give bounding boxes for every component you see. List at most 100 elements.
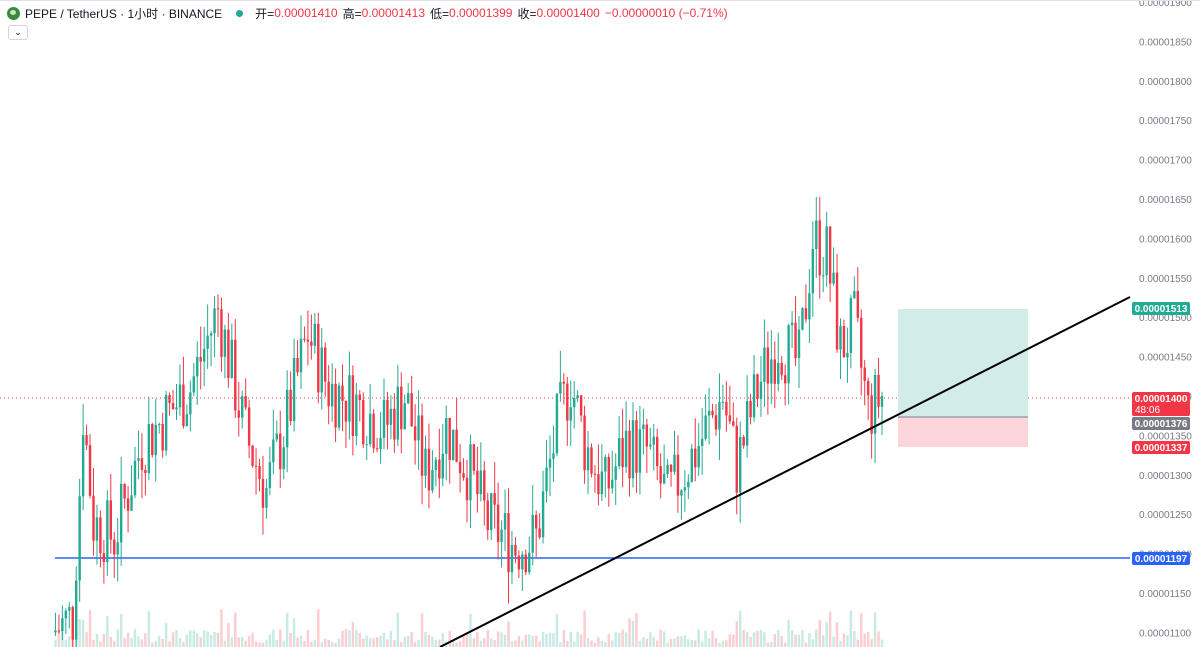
- candle: [676, 435, 680, 513]
- candle: [866, 377, 870, 420]
- volume-bar: [797, 634, 801, 647]
- volume-bar: [483, 638, 486, 647]
- candle: [223, 324, 227, 379]
- candle: [783, 364, 787, 406]
- candle: [151, 422, 154, 458]
- tag-stop-loss[interactable]: 0.00001337: [1132, 441, 1190, 454]
- loss-zone[interactable]: [898, 417, 1028, 447]
- candle: [310, 314, 313, 360]
- volume-bar: [770, 641, 773, 647]
- candle: [821, 256, 825, 293]
- volume-bar: [683, 635, 687, 647]
- tag-support[interactable]: 0.00001197: [1132, 552, 1190, 565]
- volume-bar: [254, 641, 258, 647]
- candle: [725, 381, 728, 432]
- candle: [797, 316, 801, 388]
- open-value: 0.00001410: [274, 6, 338, 20]
- trendline[interactable]: [439, 296, 1131, 647]
- candle: [600, 443, 604, 501]
- volume-bar: [292, 618, 296, 647]
- candle: [714, 404, 718, 436]
- volume-bar: [749, 637, 752, 647]
- volume-bar: [88, 610, 92, 647]
- volume-bar: [119, 614, 123, 647]
- candle: [683, 470, 687, 512]
- candle: [811, 221, 815, 317]
- price-axis-label: 0.00001600: [1139, 234, 1192, 245]
- candle: [787, 323, 790, 405]
- volume-bar: [348, 630, 351, 647]
- profit-zone[interactable]: [898, 309, 1028, 417]
- volume-bar: [164, 622, 168, 647]
- volume-bar: [441, 632, 445, 647]
- volume-bar: [500, 632, 503, 647]
- volume-bar: [372, 638, 375, 647]
- candle: [119, 456, 123, 566]
- volume-bar: [725, 640, 728, 647]
- volume-bar: [303, 641, 306, 647]
- volume-bar: [157, 636, 161, 647]
- candle: [202, 326, 206, 387]
- volume-bar: [400, 642, 403, 647]
- volume-bar: [676, 636, 680, 647]
- volume-bar: [116, 629, 119, 647]
- volume-bar: [389, 630, 393, 647]
- candle: [54, 612, 57, 637]
- price-axis-label: 0.00001150: [1139, 589, 1192, 600]
- candle: [569, 380, 572, 447]
- candle: [687, 474, 690, 500]
- candle: [144, 464, 147, 496]
- volume-bar: [68, 636, 71, 647]
- candle: [756, 373, 759, 408]
- candle: [365, 436, 368, 460]
- candle: [794, 296, 797, 366]
- candle: [71, 605, 74, 647]
- candle: [559, 350, 562, 402]
- volume-bar: [839, 640, 842, 647]
- symbol-legend[interactable]: PEPE / TetherUS · 1小时 · BINANCE 开= 0.000…: [7, 5, 728, 21]
- candle: [355, 382, 358, 446]
- price-axis-label: 0.00001750: [1139, 116, 1192, 127]
- volume-bar: [102, 633, 106, 647]
- candle: [759, 355, 763, 417]
- high-label: 高=: [342, 6, 362, 21]
- volume-bar: [846, 635, 849, 647]
- collapse-legend-button[interactable]: ⌄: [8, 25, 28, 40]
- candle: [358, 390, 362, 422]
- symbol-title[interactable]: PEPE / TetherUS · 1小时 · BINANCE: [25, 6, 223, 21]
- volume-bar: [382, 632, 386, 647]
- candle: [320, 328, 323, 410]
- volume-bar: [109, 636, 113, 647]
- candle: [382, 378, 386, 450]
- candle: [251, 444, 254, 468]
- volume-bar: [113, 641, 116, 647]
- volume-bar: [590, 640, 593, 647]
- candle: [296, 340, 299, 377]
- volume-bar: [151, 642, 154, 647]
- tag-take-profit[interactable]: 0.00001513: [1132, 302, 1190, 315]
- price-axis[interactable]: 0.00001900 0.00001850 0.00001800 0.00001750…: [1139, 0, 1192, 639]
- volume-bar: [780, 635, 783, 647]
- tag-entry[interactable]: 0.00001376: [1132, 417, 1190, 430]
- tag-last-price[interactable]: 0.00001400 48:06: [1132, 392, 1190, 416]
- candle: [690, 444, 694, 483]
- volume-bar: [479, 640, 483, 647]
- volume-bar: [534, 635, 538, 647]
- volume-bar: [237, 637, 240, 647]
- volume-bar: [877, 631, 880, 647]
- candle: [292, 338, 296, 432]
- candle: [282, 436, 285, 480]
- volume-bar: [514, 640, 517, 647]
- candle: [410, 375, 413, 427]
- volume-bar: [752, 632, 756, 647]
- candle: [368, 383, 372, 447]
- volume-bar: [54, 639, 57, 647]
- candle: [99, 510, 102, 568]
- volume-bar: [375, 637, 379, 647]
- candle: [106, 490, 109, 576]
- candle: [313, 312, 317, 354]
- volume-bar: [611, 640, 614, 647]
- candle: [566, 376, 569, 446]
- candle: [562, 373, 566, 405]
